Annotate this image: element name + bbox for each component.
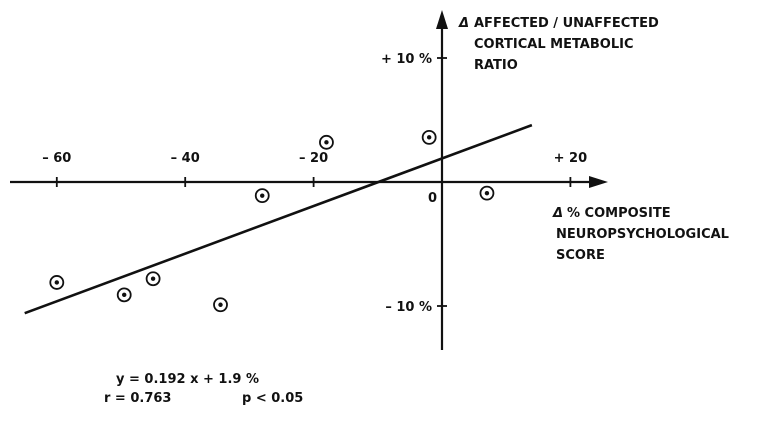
x-axis-arrowhead xyxy=(589,176,608,188)
x-tick-label: + 20 xyxy=(554,151,588,166)
y-axis-label-line-3: RATIO xyxy=(474,58,518,73)
x-tick-label: – 20 xyxy=(299,151,328,166)
data-point xyxy=(116,287,132,303)
x-axis-label-line-2: NEUROPSYCHOLOGICAL xyxy=(556,227,729,242)
tick-marks: – 60 – 40 – 20 0 + 20 + 10 % – 10 % xyxy=(42,52,587,315)
x-tick-label: 0 xyxy=(428,191,437,206)
x-tick-label: – 60 xyxy=(42,151,71,166)
p-value: p < 0.05 xyxy=(242,391,303,406)
data-point xyxy=(145,271,161,287)
data-point xyxy=(49,275,65,290)
regression-line-group xyxy=(24,123,533,315)
y-axis-label-line-1: AFFECTED / UNAFFECTED xyxy=(474,16,659,31)
data-point xyxy=(319,134,334,150)
y-axis-delta-symbol: Δ xyxy=(458,16,469,31)
data-point-dot xyxy=(150,276,156,281)
data-point xyxy=(421,129,437,145)
data-point-dot xyxy=(260,193,265,198)
data-point-dot xyxy=(54,280,59,285)
data-point xyxy=(213,297,228,313)
data-point-dot xyxy=(122,292,127,298)
axes xyxy=(10,10,608,350)
regression-equation: y = 0.192 x + 1.9 % xyxy=(116,372,259,387)
y-axis-arrowhead xyxy=(436,10,448,29)
x-axis-label-line-1: % COMPOSITE xyxy=(567,206,671,221)
x-tick-label: – 40 xyxy=(171,151,200,166)
data-point-dot xyxy=(324,140,329,145)
x-axis-label-line-3: SCORE xyxy=(556,248,605,263)
data-point xyxy=(254,188,270,204)
x-axis-delta-symbol: Δ xyxy=(552,206,563,221)
y-tick-label: – 10 % xyxy=(385,300,432,315)
regression-line xyxy=(24,123,533,315)
data-points xyxy=(49,129,495,313)
data-point-dot xyxy=(218,302,223,307)
correlation-coefficient: r = 0.763 xyxy=(104,391,171,406)
data-point xyxy=(479,185,495,201)
y-tick-label: + 10 % xyxy=(381,52,432,67)
data-point-dot xyxy=(426,135,432,140)
y-axis-label-line-2: CORTICAL METABOLIC xyxy=(474,37,634,52)
data-point-dot xyxy=(484,190,490,196)
